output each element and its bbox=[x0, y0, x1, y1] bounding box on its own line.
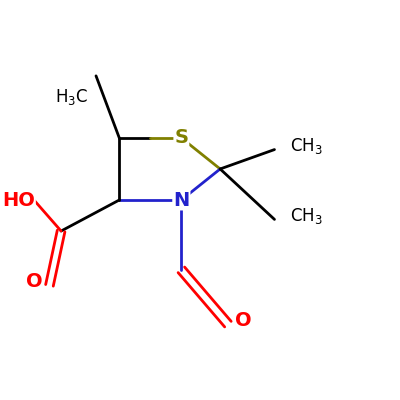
Text: O: O bbox=[26, 272, 42, 291]
Text: O: O bbox=[235, 311, 252, 330]
Text: N: N bbox=[173, 190, 190, 210]
Text: H$_3$C: H$_3$C bbox=[55, 88, 88, 108]
Text: CH$_3$: CH$_3$ bbox=[290, 206, 323, 226]
Text: HO: HO bbox=[2, 190, 35, 210]
Text: CH$_3$: CH$_3$ bbox=[290, 136, 323, 156]
Text: S: S bbox=[174, 128, 188, 148]
